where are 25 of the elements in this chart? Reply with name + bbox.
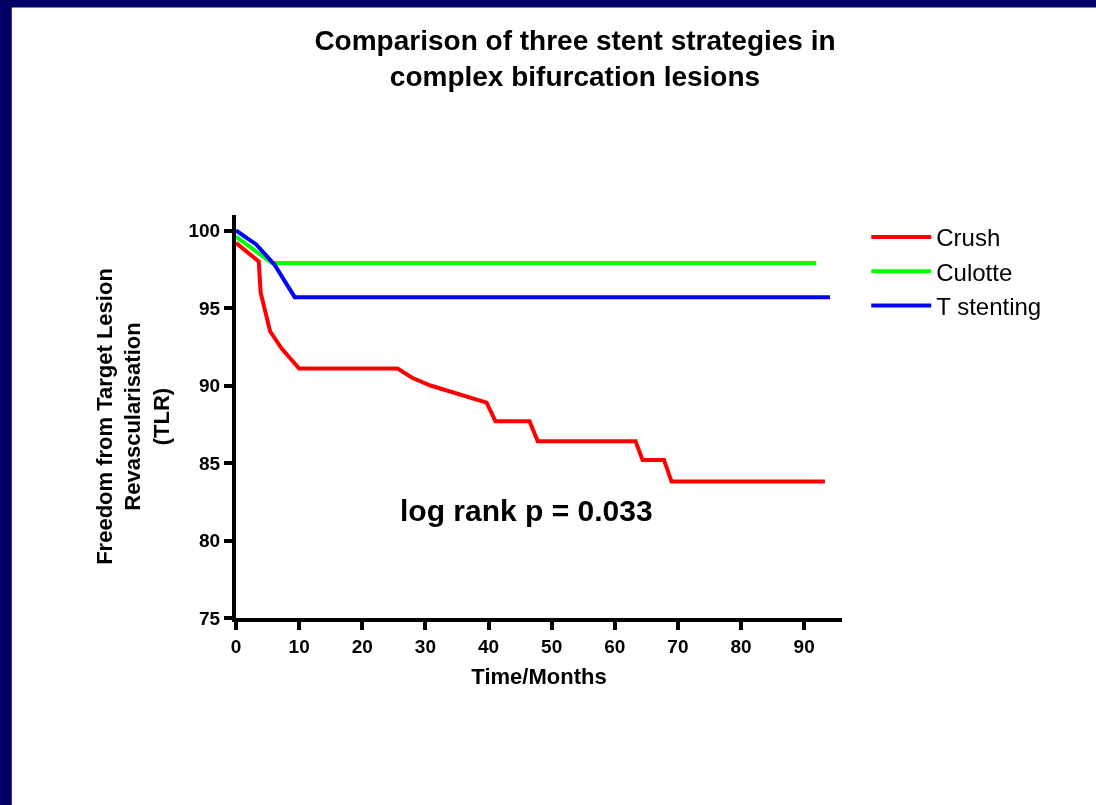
x-tick-label: 40 (477, 635, 500, 657)
line-series (236, 240, 827, 484)
annotation: log rank p = 0.033 (400, 494, 653, 527)
x-axis-title: Time/Months (471, 664, 607, 690)
x-tick-label: 30 (414, 635, 436, 657)
y-axis-title: Freedom from Target Lesion Revascularisation (TLR) (91, 268, 174, 565)
y-tick-label: 80 (199, 530, 221, 552)
legend-label: Culotte (936, 258, 1013, 286)
x-tick-label: 80 (730, 635, 752, 657)
x-tick-label: 10 (288, 635, 310, 657)
x-tick-label: 20 (351, 635, 373, 657)
y-tick-label: 100 (188, 220, 221, 242)
y-tick-label: 90 (199, 375, 221, 397)
legend-label: Crush (936, 224, 1001, 252)
x-tick-label: 90 (793, 635, 815, 657)
y-tick-label: 75 (199, 607, 221, 629)
y-tick-label: 95 (199, 297, 221, 319)
x-tick-label: 70 (667, 635, 689, 657)
chart-title: Comparison of three stent strategies in complex bifurcation lesions (314, 25, 836, 93)
x-tick-label: 50 (541, 635, 563, 657)
x-tick-label: 60 (604, 635, 626, 657)
line-series (236, 228, 833, 300)
legend-label: T stenting (936, 292, 1042, 320)
y-tick-label: 85 (199, 452, 221, 474)
x-tick-label: 0 (230, 635, 242, 657)
